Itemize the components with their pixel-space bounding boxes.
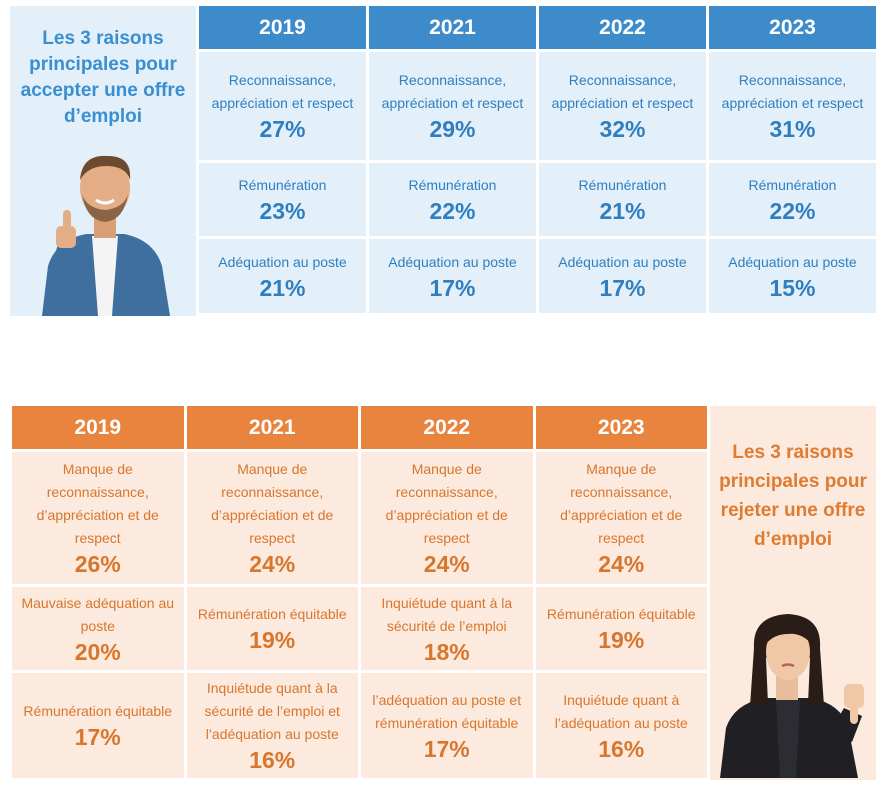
reject-reason-label: Inquiétude quant à l’adéquation au poste (554, 691, 688, 731)
accept-column-2021: 2021 Reconnaissance, appréciation et resp… (369, 6, 536, 313)
reject-reason-percent: 18% (423, 638, 470, 665)
accept-reason-label: Rémunération (238, 177, 327, 193)
accept-reason-cell: Adéquation au poste 17% (539, 239, 706, 313)
reject-title: Les 3 raisons principales pour rejeter u… (719, 442, 867, 550)
accept-reason-percent: 27% (259, 116, 306, 142)
reject-reason-cell: Rémunération équitable 17% (12, 673, 184, 778)
reject-reason-percent: 26% (74, 551, 121, 577)
reject-reason-cell: Manque de reconnaissance, d’appréciation… (535, 452, 707, 584)
accept-reason-cell: Reconnaissance, appréciation et respect 2… (369, 52, 536, 160)
accept-year-header: 2021 (369, 6, 536, 49)
reject-reason-percent: 16% (598, 735, 645, 762)
reject-reason-cell: Manque de reconnaissance, d’appréciation… (361, 452, 533, 584)
accept-reason-percent: 15% (769, 274, 816, 301)
accept-reason-percent: 22% (769, 198, 816, 224)
reject-reason-cell: Manque de reconnaissance, d’appréciation… (12, 452, 184, 584)
accept-reason-label: Adéquation au poste (388, 253, 517, 270)
accept-reason-cell: Adéquation au poste 17% (369, 239, 536, 313)
accept-table: 2019 Reconnaissance, appréciation et resp… (199, 6, 876, 313)
reject-reason-percent: 17% (423, 735, 470, 762)
reject-reason-percent: 24% (598, 551, 645, 577)
accept-reason-percent: 17% (599, 274, 646, 301)
reject-reason-percent: 19% (598, 627, 645, 653)
accept-reason-percent: 32% (599, 116, 646, 142)
reject-reason-label: Manque de reconnaissance, d’appréciation… (36, 461, 159, 546)
reject-year-header: 2022 (361, 406, 533, 449)
accept-reason-cell: Rémunération 22% (369, 163, 536, 236)
reject-column-2022: 2022 Manque de reconnaissance, d’apprécia… (361, 406, 533, 778)
accept-year-header: 2023 (709, 6, 876, 49)
reject-reason-cell: Inquiétude quant à la sécurité de l’empl… (361, 587, 533, 670)
accept-reason-label: Adéquation au poste (728, 253, 857, 270)
accept-reason-label: Adéquation au poste (218, 253, 347, 270)
accept-reason-label: Rémunération (408, 177, 497, 193)
reject-column-2021: 2021 Manque de reconnaissance, d’apprécia… (186, 406, 358, 778)
accept-reason-cell: Rémunération 22% (709, 163, 876, 236)
reject-reason-label: Rémunération équitable (546, 606, 696, 622)
reject-reason-label: Mauvaise adéquation au poste (21, 594, 175, 634)
reject-reason-percent: 24% (249, 551, 296, 577)
accept-reason-percent: 31% (769, 116, 816, 142)
reject-year-header: 2023 (535, 406, 707, 449)
accept-side-panel: Les 3 raisons principales pour accepter … (10, 6, 196, 316)
accept-reason-cell: Reconnaissance, appréciation et respect 2… (199, 52, 366, 160)
reject-column-2019: 2019 Manque de reconnaissance, d’apprécia… (12, 406, 184, 778)
accept-column-2019: 2019 Reconnaissance, appréciation et resp… (199, 6, 366, 313)
accept-column-2023: 2023 Reconnaissance, appréciation et resp… (709, 6, 876, 313)
reject-reason-label: Rémunération équitable (23, 703, 173, 719)
reject-reason-percent: 24% (423, 551, 470, 577)
reject-reason-label: Manque de reconnaissance, d’appréciation… (211, 461, 334, 546)
accept-reason-label: Rémunération (578, 177, 667, 193)
reject-year-header: 2021 (186, 406, 358, 449)
reject-reason-percent: 16% (249, 747, 296, 773)
woman-thumbs-down-icon (720, 614, 864, 778)
accept-reason-percent: 22% (429, 198, 476, 224)
reject-reason-cell: Manque de reconnaissance, d’appréciation… (186, 452, 358, 584)
man-thumbs-up-icon (42, 155, 170, 316)
reject-reason-percent: 17% (74, 724, 121, 750)
reject-table: 2019 Manque de reconnaissance, d’apprécia… (12, 406, 707, 778)
reject-reason-label: Inquiétude quant à la sécurité de l’empl… (204, 680, 340, 742)
accept-year-header: 2022 (539, 6, 706, 49)
reject-reason-cell: Rémunération équitable 19% (186, 587, 358, 670)
reject-reason-percent: 20% (74, 638, 121, 665)
accept-reason-cell: Adéquation au poste 15% (709, 239, 876, 313)
reject-reason-cell: Inquiétude quant à la sécurité de l’empl… (186, 673, 358, 778)
accept-reason-cell: Reconnaissance, appréciation et respect 3… (709, 52, 876, 160)
accept-reason-label: Reconnaissance, appréciation et respect (381, 72, 524, 111)
accept-column-2022: 2022 Reconnaissance, appréciation et resp… (539, 6, 706, 313)
accept-reason-label: Reconnaissance, appréciation et respect (211, 72, 354, 111)
accept-reason-percent: 29% (429, 116, 476, 142)
reject-reason-cell: Inquiétude quant à l’adéquation au poste… (535, 673, 707, 778)
accept-reason-percent: 21% (259, 274, 306, 301)
accept-reason-label: Rémunération (748, 177, 837, 193)
reject-column-2023: 2023 Manque de reconnaissance, d’apprécia… (535, 406, 707, 778)
reject-side-panel: Les 3 raisons principales pour rejeter u… (710, 406, 876, 780)
accept-reason-cell: Adéquation au poste 21% (199, 239, 366, 313)
reject-reason-label: Inquiétude quant à la sécurité de l’empl… (381, 594, 513, 634)
accept-reason-cell: Rémunération 23% (199, 163, 366, 236)
reject-year-header: 2019 (12, 406, 184, 449)
accept-reason-label: Reconnaissance, appréciation et respect (551, 72, 694, 111)
accept-reason-label: Adéquation au poste (558, 253, 687, 270)
reject-reason-cell: Mauvaise adéquation au poste 20% (12, 587, 184, 670)
accept-year-header: 2019 (199, 6, 366, 49)
reject-reason-cell: Rémunération équitable 19% (535, 587, 707, 670)
reject-reason-percent: 19% (249, 627, 296, 653)
reject-reason-label: Rémunération équitable (197, 606, 347, 622)
accept-title: Les 3 raisons principales pour accepter … (20, 28, 186, 127)
accept-reason-percent: 23% (259, 198, 306, 224)
reject-reason-cell: l’adéquation au poste et rémunération éq… (361, 673, 533, 778)
accept-reason-percent: 21% (599, 198, 646, 224)
reject-reason-label: Manque de reconnaissance, d’appréciation… (385, 461, 508, 546)
accept-reason-percent: 17% (429, 274, 476, 301)
accept-reason-label: Reconnaissance, appréciation et respect (721, 72, 864, 111)
accept-reason-cell: Reconnaissance, appréciation et respect 3… (539, 52, 706, 160)
accept-reason-cell: Rémunération 21% (539, 163, 706, 236)
reject-reason-label: Manque de reconnaissance, d’appréciation… (560, 461, 683, 546)
reject-reason-label: l’adéquation au poste et rémunération éq… (372, 691, 522, 731)
